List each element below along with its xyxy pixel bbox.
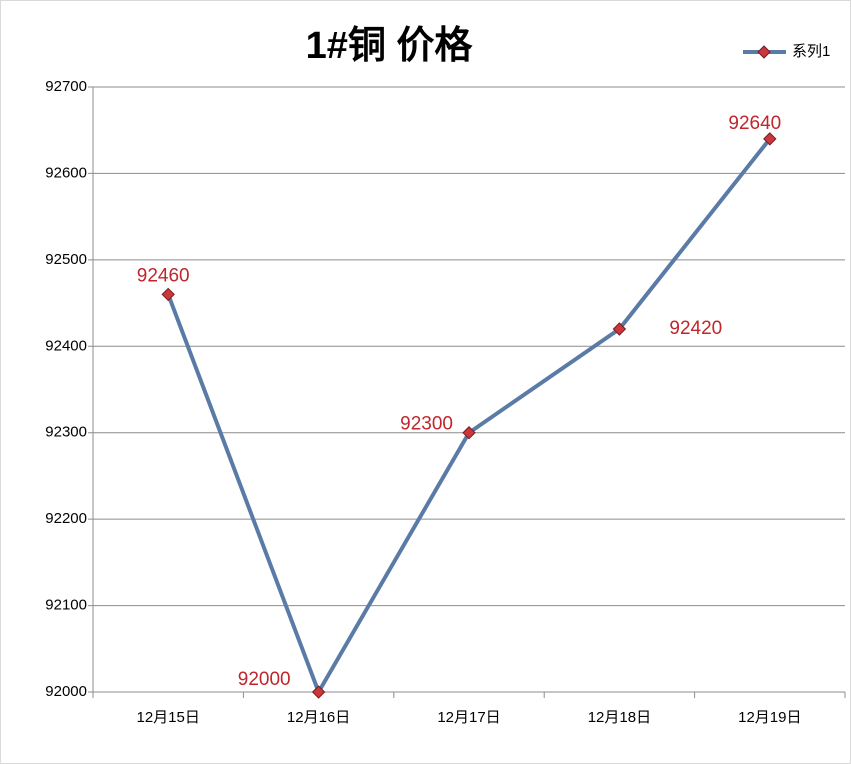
x-tick-label: 12月18日	[588, 709, 651, 726]
legend-label: 系列1	[792, 43, 830, 60]
marker	[612, 322, 627, 336]
y-tick-label: 92400	[45, 337, 87, 354]
y-tick-label: 92200	[45, 510, 87, 527]
data-label: 92000	[238, 669, 291, 690]
data-label: 92460	[137, 265, 190, 286]
y-tick-label: 92000	[45, 683, 87, 700]
y-tick-label: 92100	[45, 597, 87, 614]
x-tick-label: 12月15日	[137, 709, 200, 726]
chart-title: 1#铜 价格	[306, 25, 474, 67]
y-tick-label: 92300	[45, 424, 87, 441]
y-tick-label: 92700	[45, 78, 87, 95]
data-label: 92640	[728, 113, 781, 134]
x-tick-label: 12月19日	[738, 709, 801, 726]
legend-marker	[757, 45, 771, 59]
x-tick-label: 12月17日	[437, 709, 500, 726]
marker	[763, 132, 777, 146]
y-tick-label: 92500	[45, 251, 87, 268]
data-label: 92420	[669, 318, 722, 339]
x-tick-label: 12月16日	[287, 709, 350, 726]
marker	[161, 287, 175, 302]
data-label: 92300	[400, 414, 453, 435]
y-tick-label: 92600	[45, 164, 87, 181]
marker	[311, 685, 326, 699]
marker	[462, 426, 476, 440]
